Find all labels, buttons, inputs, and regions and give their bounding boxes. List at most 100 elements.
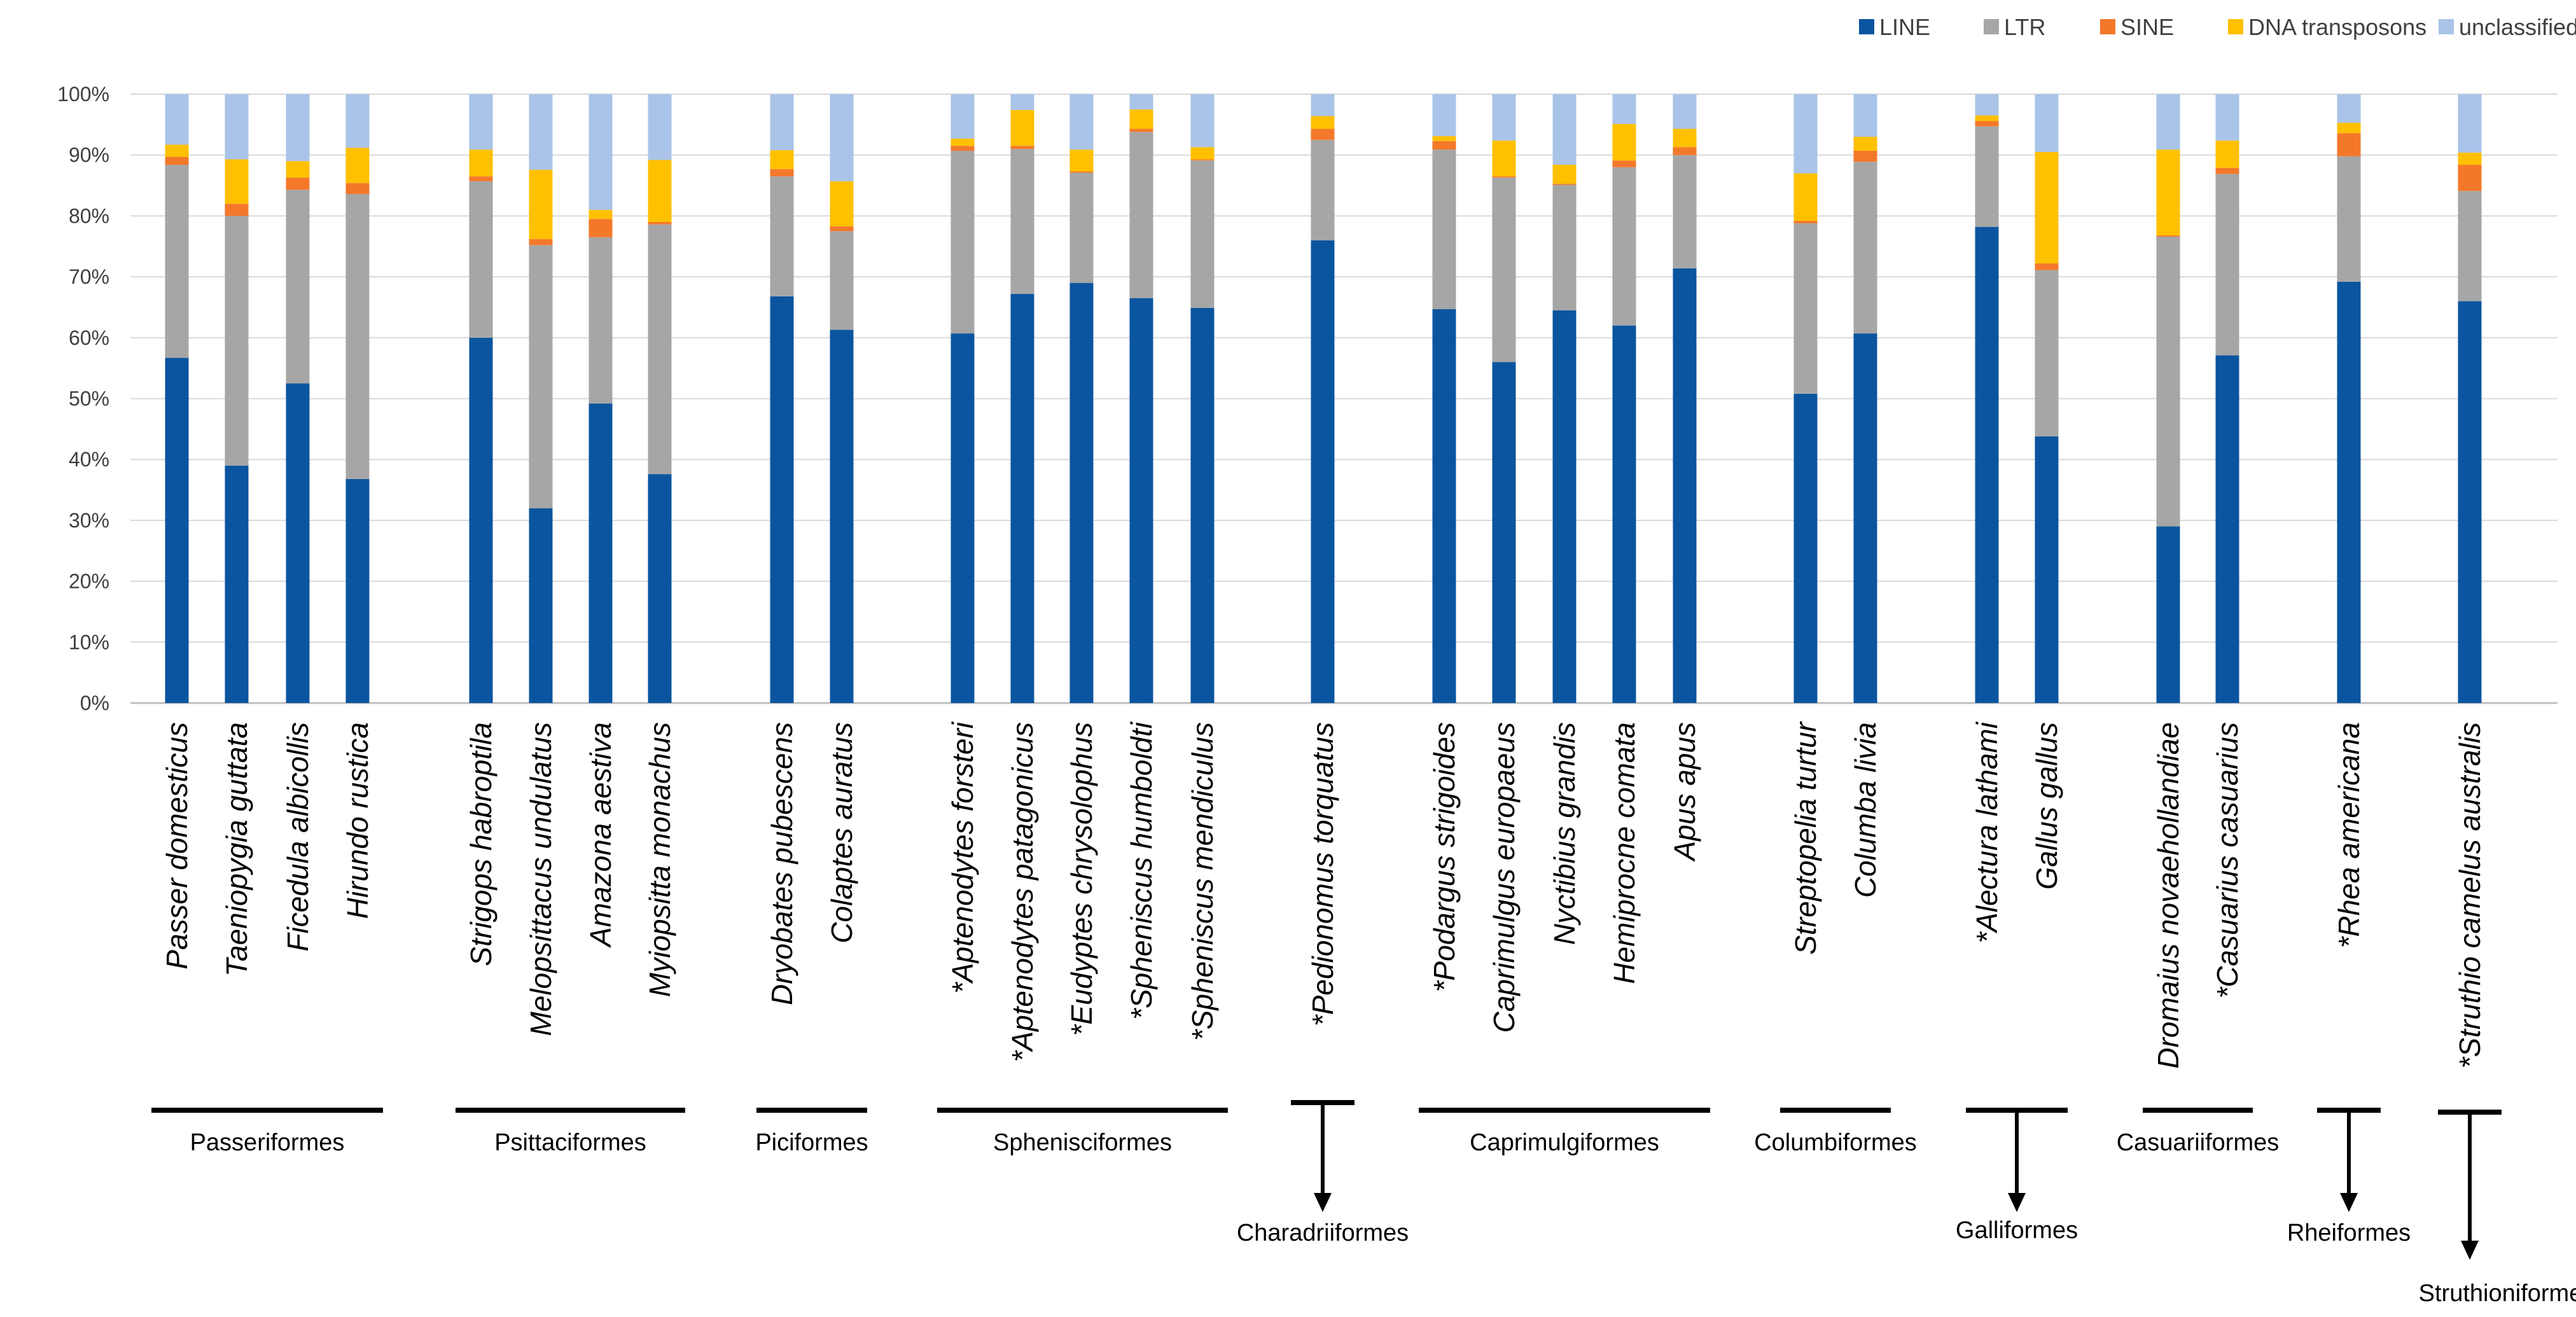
bar-sine-dryobates-pubescens [770, 169, 794, 177]
order-label-casuariiformes: Casuariiformes [2117, 1129, 2280, 1156]
bar-stacks [165, 94, 2482, 704]
bar-dna-transposons-aptenodytes-forsteri [950, 138, 975, 146]
bar-dna-transposons-columba-livia [1853, 136, 1877, 151]
bar-line-alectura-lathami [1975, 226, 1999, 704]
bar-stack-streptopelia-turtur [1793, 94, 1818, 703]
bar-line-myiopsitta-monachus [648, 474, 672, 703]
x-tick-label-caprimulgus-europaeus: Caprimulgus europaeus [1487, 722, 1521, 1033]
bar-unclassified-hemiprocne-comata [1612, 94, 1636, 124]
legend-label-unclassified: unclassified [2459, 14, 2576, 40]
y-tick-label-20: 20% [69, 570, 109, 593]
bar-ltr-amazona-aestiva [588, 237, 613, 404]
bar-dna-transposons-hemiprocne-comata [1612, 123, 1636, 161]
bar-line-struthio-camelus-australis [2458, 301, 2482, 703]
order-groups: Passeriformes Psittaciformes Piciformes Sph… [151, 1100, 2576, 1307]
bar-line-podargus-strigoides [1432, 309, 1456, 703]
bar-unclassified-spheniscus-mendiculus [1190, 94, 1215, 148]
bar-sine-columba-livia [1853, 151, 1877, 162]
x-tick-label-eudyptes-chrysolophus: *Eudyptes chrysolophus [1065, 722, 1098, 1036]
bar-unclassified-caprimulgus-europaeus [1492, 94, 1516, 141]
bar-ltr-dromaius-novaehollandiae [2156, 236, 2180, 527]
bar-dna-transposons-eudyptes-chrysolophus [1069, 150, 1094, 172]
bar-unclassified-streptopelia-turtur [1793, 94, 1818, 174]
bar-dna-transposons-myiopsitta-monachus [648, 160, 672, 222]
legend-label-dna-transposons: DNA transposons [2248, 14, 2426, 40]
bar-ltr-rhea-americana [2337, 156, 2361, 282]
bar-sine-aptenodytes-forsteri [950, 146, 975, 151]
bar-dna-transposons-apus-apus [1673, 129, 1697, 148]
x-tick-label-rhea-americana: *Rhea americana [2332, 722, 2365, 948]
bar-line-columba-livia [1853, 333, 1877, 703]
bar-ltr-hirundo-rustica [345, 193, 370, 479]
x-tick-label-pedionomus-torquatus: *Pedionomus torquatus [1306, 722, 1339, 1026]
bar-line-dromaius-novaehollandiae [2156, 526, 2180, 703]
order-label-rheiformes: Rheiformes [2287, 1220, 2411, 1246]
bar-ltr-casuarius-casuarius [2215, 174, 2239, 356]
bar-ltr-melopsittacus-undulatus [529, 245, 553, 508]
bar-stack-dryobates-pubescens [770, 94, 794, 703]
x-axis-labels: Passer domesticus Taeniopygia guttata Fice… [160, 721, 2486, 1068]
bar-line-taeniopygia-guttata [225, 465, 249, 703]
bar-ltr-aptenodytes-patagonicus [1010, 149, 1034, 294]
bar-stack-aptenodytes-forsteri [950, 94, 975, 703]
bar-line-amazona-aestiva [588, 403, 613, 703]
order-group-columbiformes: Columbiformes [1754, 1108, 1917, 1156]
legend-item-unclassified: unclassified [2439, 14, 2576, 40]
bar-sine-strigops-habroptila [469, 176, 493, 181]
order-label-piciformes: Piciformes [755, 1129, 868, 1156]
y-tick-label-90: 90% [69, 144, 109, 167]
x-tick-label-nyctibius-grandis: Nyctibius grandis [1548, 722, 1581, 945]
bar-stack-caprimulgus-europaeus [1492, 94, 1516, 703]
bar-dna-transposons-gallus-gallus [2035, 151, 2059, 264]
bar-dna-transposons-caprimulgus-europaeus [1492, 140, 1516, 177]
bar-sine-alectura-lathami [1975, 121, 1999, 127]
bar-sine-spheniscus-humboldti [1129, 129, 1153, 132]
y-tick-label-80: 80% [69, 204, 109, 227]
bar-dna-transposons-aptenodytes-patagonicus [1010, 109, 1034, 146]
bar-stack-spheniscus-mendiculus [1190, 94, 1215, 704]
bar-stack-myiopsitta-monachus [648, 94, 672, 703]
bar-line-colaptes-auratus [830, 330, 854, 703]
x-tick-label-podargus-strigoides: *Podargus strigoides [1428, 722, 1461, 992]
legend-item-sine: SINE [2100, 14, 2174, 40]
bar-sine-hirundo-rustica [345, 183, 370, 194]
bar-ltr-podargus-strigoides [1432, 150, 1456, 309]
bar-dna-transposons-nyctibius-grandis [1552, 165, 1577, 184]
bar-dna-transposons-colaptes-auratus [830, 181, 854, 226]
bar-dna-transposons-spheniscus-mendiculus [1190, 147, 1215, 160]
x-tick-label-aptenodytes-forsteri: *Aptenodytes forsteri [946, 721, 979, 994]
bar-line-nyctibius-grandis [1552, 310, 1577, 703]
bar-dna-transposons-dryobates-pubescens [770, 150, 794, 169]
bar-unclassified-struthio-camelus-australis [2458, 94, 2482, 153]
order-group-sphenisciformes: Sphenisciformes [937, 1108, 1228, 1156]
x-tick-label-strigops-habroptila: Strigops habroptila [464, 722, 498, 966]
bar-ltr-aptenodytes-forsteri [950, 151, 975, 334]
bar-stack-rhea-americana [2337, 94, 2361, 704]
bar-stack-hemiprocne-comata [1612, 94, 1636, 703]
bar-dna-transposons-melopsittacus-undulatus [529, 169, 553, 239]
bar-unclassified-dryobates-pubescens [770, 94, 794, 151]
bar-unclassified-nyctibius-grandis [1552, 94, 1577, 165]
bar-sine-nyctibius-grandis [1552, 183, 1577, 185]
bar-dna-transposons-casuarius-casuarius [2215, 140, 2239, 168]
bar-dna-transposons-taeniopygia-guttata [225, 159, 249, 204]
bar-dna-transposons-pedionomus-torquatus [1311, 116, 1335, 129]
bar-sine-ficedula-albicollis [286, 178, 310, 190]
bar-ltr-columba-livia [1853, 162, 1877, 334]
bar-line-hemiprocne-comata [1612, 325, 1636, 703]
bar-sine-dromaius-novaehollandiae [2156, 235, 2180, 237]
x-tick-label-passer-domesticus: Passer domesticus [160, 722, 193, 970]
bar-unclassified-pedionomus-torquatus [1311, 94, 1335, 116]
bar-dna-transposons-passer-domesticus [165, 144, 189, 157]
x-tick-label-streptopelia-turtur: Streptopelia turtur [1789, 721, 1822, 954]
bar-sine-aptenodytes-patagonicus [1010, 146, 1034, 150]
y-tick-label-70: 70% [69, 265, 109, 288]
x-tick-label-spheniscus-mendiculus: *Spheniscus mendiculus [1186, 722, 1219, 1041]
bar-dna-transposons-amazona-aestiva [588, 209, 613, 220]
legend-item-dna-transposons: DNA transposons [2228, 14, 2426, 40]
bar-ltr-alectura-lathami [1975, 126, 1999, 227]
bar-stack-taeniopygia-guttata [225, 94, 249, 703]
x-tick-label-alectura-lathami: *Alectura lathami [1970, 721, 2003, 943]
x-tick-label-aptenodytes-patagonicus: *Aptenodytes patagonicus [1006, 722, 1039, 1063]
